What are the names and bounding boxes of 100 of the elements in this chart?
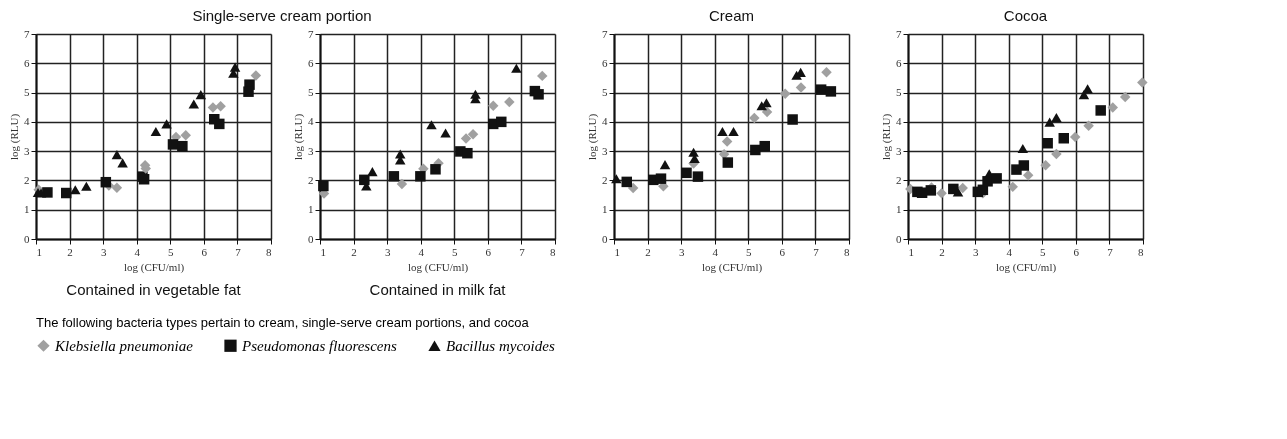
y-tick-label: 7	[308, 27, 314, 40]
y-tick-label: 6	[308, 56, 314, 69]
y-tick-label: 0	[896, 232, 902, 245]
y-tick-label: 3	[896, 144, 902, 157]
x-axis-title: log (CFU/ml)	[995, 260, 1057, 274]
point	[177, 140, 188, 152]
x-tick-label: 5	[168, 245, 175, 258]
y-tick-label: 0	[24, 232, 30, 245]
point	[396, 178, 408, 190]
point	[215, 101, 226, 112]
point	[467, 128, 479, 140]
y-tick-label: 6	[602, 56, 608, 69]
legend-title: The following bacteria types pertain to cream, single-serve cream portions, and cocoa	[36, 315, 530, 330]
point	[487, 100, 499, 111]
point	[749, 112, 760, 124]
y-tick-label: 2	[24, 173, 30, 186]
point	[1017, 143, 1029, 154]
point	[359, 174, 370, 186]
x-tick-label: 6	[779, 245, 786, 258]
point	[214, 118, 225, 130]
x-tick-label: 1	[320, 245, 326, 258]
x-tick-label: 3	[678, 245, 685, 258]
chart-title: Single-serve cream portion	[192, 6, 372, 24]
point	[1058, 133, 1070, 144]
point	[504, 96, 515, 108]
x-tick-label: 1	[36, 245, 42, 258]
point	[180, 130, 191, 141]
point	[688, 147, 699, 157]
x-axis-title: log (CFU/ml)	[701, 260, 763, 274]
x-tick-label: 7	[1107, 245, 1114, 258]
point	[70, 185, 81, 195]
point	[250, 70, 262, 81]
legend-label: Bacillus mycoides	[446, 337, 555, 354]
point	[825, 86, 837, 97]
point	[815, 84, 827, 95]
point	[60, 187, 72, 199]
point	[779, 88, 791, 99]
point	[759, 140, 770, 152]
x-tick-label: 4	[712, 245, 719, 258]
x-tick-label: 4	[134, 245, 141, 258]
point	[496, 116, 507, 128]
point	[415, 171, 426, 182]
y-axis-title: log (RLU)	[292, 113, 305, 161]
x-tick-label: 7	[235, 245, 242, 258]
x-tick-label: 1	[614, 245, 620, 258]
x-tick-label: 7	[813, 245, 820, 258]
x-tick-label: 4	[418, 245, 425, 258]
point	[111, 150, 123, 160]
point	[611, 174, 622, 184]
point	[659, 160, 671, 170]
x-tick-label: 2	[351, 245, 357, 258]
y-tick-label: 4	[24, 115, 30, 128]
point	[1022, 169, 1034, 181]
y-tick-label: 4	[308, 115, 314, 128]
y-tick-label: 4	[896, 115, 902, 128]
point	[511, 63, 522, 73]
text: Contained in milk fat	[369, 281, 507, 298]
point	[229, 62, 241, 72]
y-tick-label: 3	[602, 144, 608, 157]
y-tick-label: 5	[308, 86, 314, 99]
point	[722, 157, 734, 168]
point	[394, 149, 406, 159]
point	[916, 187, 928, 198]
point	[1069, 131, 1081, 143]
y-tick-label: 1	[24, 203, 30, 216]
point	[1051, 112, 1062, 123]
point	[1137, 77, 1148, 88]
y-tick-label: 0	[308, 232, 314, 245]
x-tick-label: 7	[519, 245, 526, 258]
point	[318, 180, 329, 192]
x-tick-label: 3	[384, 245, 391, 258]
point	[728, 126, 739, 137]
point	[1042, 137, 1053, 149]
point	[1082, 84, 1093, 94]
y-tick-label: 1	[602, 203, 608, 216]
point	[161, 119, 172, 129]
y-tick-label: 2	[308, 173, 314, 186]
x-tick-label: 1	[908, 245, 914, 258]
point	[460, 133, 472, 144]
x-tick-label: 3	[972, 245, 979, 258]
point	[388, 171, 400, 182]
y-tick-label: 5	[602, 86, 608, 99]
text: Contained in vegetable fat	[66, 281, 242, 298]
x-tick-label: 8	[266, 245, 272, 258]
point	[440, 128, 451, 138]
point	[1044, 117, 1055, 127]
point	[1018, 160, 1030, 171]
legend-label: Pseudomonas fluorescens	[241, 337, 397, 354]
y-axis-title: log (RLU)	[586, 113, 599, 161]
point	[1119, 91, 1131, 103]
point	[111, 182, 123, 193]
x-axis-title: log (CFU/ml)	[123, 260, 185, 274]
point	[692, 171, 704, 182]
point	[948, 183, 959, 195]
x-tick-label: 8	[844, 245, 850, 258]
y-tick-label: 1	[308, 203, 314, 216]
point	[795, 82, 807, 93]
x-tick-label: 4	[1006, 245, 1013, 258]
x-tick-label: 5	[746, 245, 753, 258]
point	[681, 167, 692, 179]
